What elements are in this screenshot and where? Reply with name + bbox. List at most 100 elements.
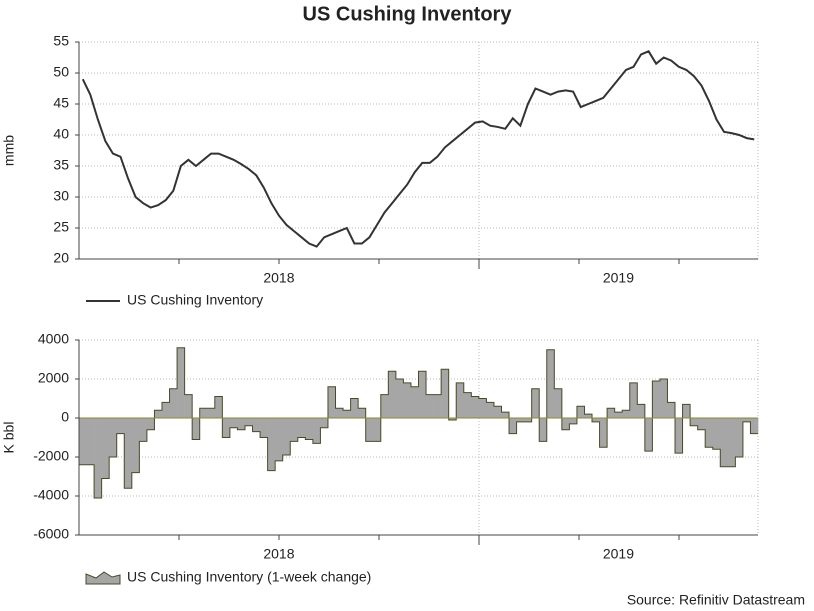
area-step [395, 379, 404, 418]
area-step [335, 408, 344, 418]
legend-label: US Cushing Inventory (1-week change) [127, 569, 371, 585]
area-step [584, 414, 593, 418]
area-step [290, 418, 299, 442]
area-step [448, 418, 457, 420]
y-tick-label: 20 [53, 250, 69, 266]
legend-label: US Cushing Inventory [127, 292, 263, 308]
area-step [124, 418, 133, 489]
area-step [403, 382, 412, 418]
area-step [441, 369, 449, 418]
area-step [682, 404, 691, 418]
y-axis-label: mmb [1, 135, 17, 166]
area-step [109, 418, 118, 457]
area-step [94, 418, 102, 498]
area-step [229, 418, 238, 428]
y-tick-label: 2000 [38, 370, 69, 386]
area-step [365, 418, 374, 442]
area-step [79, 418, 87, 465]
area-step [343, 410, 351, 418]
area-step [501, 412, 510, 418]
area-step [131, 418, 140, 473]
area-step [327, 386, 336, 418]
area-step [86, 418, 95, 465]
area-step [486, 402, 495, 418]
area-step [652, 380, 661, 418]
area-step [607, 408, 615, 418]
area-step [358, 408, 366, 418]
area-step [675, 418, 683, 454]
area-step [418, 371, 427, 418]
area-step [161, 402, 170, 418]
area-step [388, 371, 397, 418]
area-step [222, 418, 231, 438]
area-step [260, 418, 268, 438]
area-step [154, 410, 163, 418]
area-step [237, 418, 246, 430]
y-tick-label: -4000 [33, 487, 69, 503]
area-step [493, 406, 502, 418]
area-step [516, 418, 525, 422]
area-step [720, 418, 729, 467]
area-step [101, 418, 110, 479]
area-step [735, 418, 744, 457]
area-step [275, 418, 283, 461]
area-step [380, 394, 389, 418]
area-step [659, 379, 668, 418]
area-step [569, 418, 578, 424]
area-step [524, 418, 532, 422]
y-tick-label: -2000 [33, 448, 69, 464]
source-note: Source: Refinitiv Datastream [627, 592, 805, 608]
area-step [576, 406, 585, 418]
area-step [629, 382, 638, 418]
x-tick-label: 2018 [263, 546, 294, 562]
area-step [146, 418, 155, 430]
legend-swatch [85, 571, 121, 585]
x-tick-label: 2018 [263, 270, 294, 286]
area-step [697, 418, 706, 430]
y-tick-label: 4000 [38, 331, 69, 347]
area-step [207, 408, 216, 418]
area-step [177, 347, 185, 418]
area-step [644, 418, 653, 452]
y-tick-label: -6000 [33, 526, 69, 542]
y-axis-label: K bbl [1, 422, 17, 454]
area-step [592, 418, 600, 422]
area-step [742, 418, 751, 422]
area-step [312, 418, 321, 444]
y-tick-label: 30 [53, 188, 69, 204]
x-tick-label: 2019 [603, 270, 634, 286]
y-tick-label: 25 [53, 219, 69, 235]
area-step [509, 418, 517, 434]
x-tick-label: 2019 [603, 546, 634, 562]
area-step [531, 388, 540, 418]
area-step [727, 418, 736, 467]
y-tick-label: 55 [53, 33, 69, 49]
area-step [305, 418, 314, 440]
y-tick-label: 50 [53, 64, 69, 80]
chart-title: US Cushing Inventory [303, 3, 513, 25]
area-step [667, 402, 676, 418]
area-step [712, 418, 721, 450]
area-step [546, 349, 555, 418]
area-step [320, 418, 329, 428]
area-outline [79, 347, 758, 499]
area-step [622, 410, 631, 418]
area-step [561, 418, 570, 430]
area-step [169, 388, 178, 418]
area-step [471, 396, 480, 418]
area-step [478, 398, 487, 418]
area-step [426, 394, 434, 418]
area-step [214, 396, 223, 418]
area-step [410, 386, 419, 418]
area-step [297, 418, 306, 438]
area-step [244, 418, 253, 426]
y-tick-label: 45 [53, 95, 69, 111]
area-step [463, 392, 472, 418]
area-step [199, 408, 208, 418]
area-step [637, 404, 646, 418]
area-step [267, 418, 276, 471]
area-step [350, 398, 359, 418]
y-tick-label: 35 [53, 157, 69, 173]
area-step [599, 418, 608, 448]
